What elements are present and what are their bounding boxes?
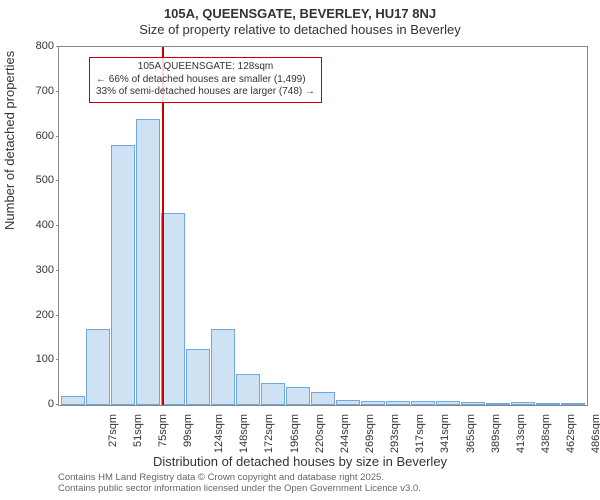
y-tick: 0 bbox=[48, 398, 54, 410]
histogram-bar bbox=[311, 392, 335, 405]
y-tick: 200 bbox=[36, 309, 54, 321]
plot-area: 105A QUEENSGATE: 128sqm ← 66% of detache… bbox=[58, 46, 588, 406]
histogram-bar bbox=[211, 329, 235, 405]
histogram-bar bbox=[361, 401, 385, 405]
y-axis-label: Number of detached properties bbox=[2, 51, 17, 230]
histogram-bar bbox=[136, 119, 160, 405]
histogram-bar bbox=[486, 403, 510, 405]
y-tick: 100 bbox=[36, 353, 54, 365]
y-axis-ticks: 0100200300400500600700800 bbox=[26, 46, 54, 406]
histogram-bar bbox=[161, 213, 185, 405]
histogram-bar bbox=[411, 401, 435, 405]
histogram-bar bbox=[536, 403, 560, 405]
histogram-bar bbox=[111, 145, 135, 405]
callout-line2: 33% of semi-detached houses are larger (… bbox=[96, 86, 315, 99]
page-title-line2: Size of property relative to detached ho… bbox=[0, 22, 600, 37]
histogram-bar bbox=[86, 329, 110, 405]
histogram-bar bbox=[461, 402, 485, 405]
histogram-bar bbox=[511, 402, 535, 405]
histogram-bar bbox=[436, 401, 460, 405]
y-tick: 300 bbox=[36, 264, 54, 276]
attribution-footer: Contains HM Land Registry data © Crown c… bbox=[58, 472, 421, 495]
y-tick: 600 bbox=[36, 130, 54, 142]
histogram-bar bbox=[386, 401, 410, 405]
histogram-bar bbox=[261, 383, 285, 405]
footer-line1: Contains HM Land Registry data © Crown c… bbox=[58, 472, 421, 483]
page-title-line1: 105A, QUEENSGATE, BEVERLEY, HU17 8NJ bbox=[0, 6, 600, 21]
y-tick: 800 bbox=[36, 40, 54, 52]
histogram-bar bbox=[186, 349, 210, 405]
y-tick: 400 bbox=[36, 219, 54, 231]
y-tick: 700 bbox=[36, 85, 54, 97]
histogram-bar bbox=[61, 396, 85, 405]
histogram-bar bbox=[236, 374, 260, 405]
footer-line2: Contains public sector information licen… bbox=[58, 483, 421, 494]
x-axis-ticks: 27sqm51sqm75sqm99sqm124sqm148sqm172sqm19… bbox=[58, 406, 588, 456]
callout-box: 105A QUEENSGATE: 128sqm ← 66% of detache… bbox=[89, 57, 322, 103]
y-tick: 500 bbox=[36, 174, 54, 186]
callout-line1: ← 66% of detached houses are smaller (1,… bbox=[96, 74, 315, 87]
x-tick: 486sqm bbox=[590, 414, 600, 453]
histogram-bar bbox=[561, 403, 585, 405]
x-axis-label: Distribution of detached houses by size … bbox=[0, 454, 600, 469]
histogram-bar bbox=[336, 400, 360, 405]
callout-title: 105A QUEENSGATE: 128sqm bbox=[96, 61, 315, 74]
histogram-bar bbox=[286, 387, 310, 405]
